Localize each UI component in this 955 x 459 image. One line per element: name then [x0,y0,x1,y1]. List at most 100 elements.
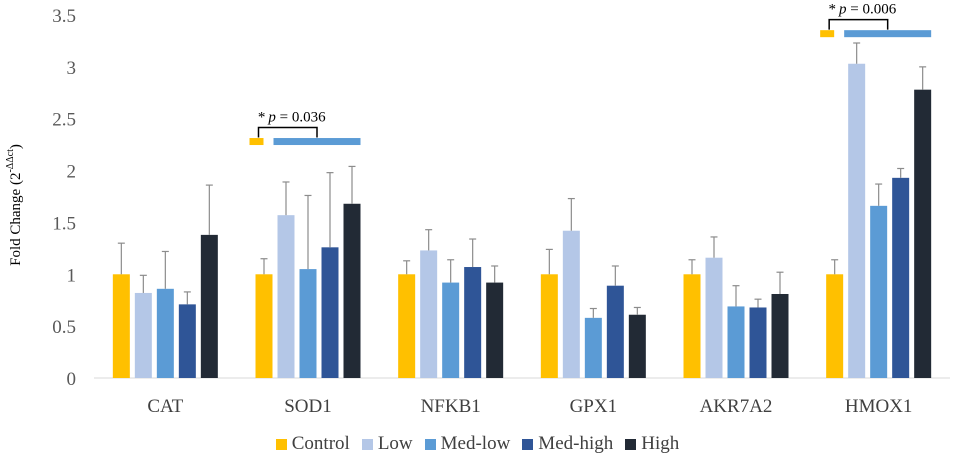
error-bar [568,199,575,231]
bar-high-nfkb1 [486,283,503,378]
error-bar [261,259,268,275]
legend-item-high: High [625,433,679,455]
bar-control-gpx1 [541,274,558,378]
error-bar [689,260,696,275]
bar-low-hmox1 [848,64,865,378]
error-bar [118,243,125,274]
y-tick-label: 2 [67,162,77,183]
bar-high-cat [201,235,218,378]
bar-med-high-akr7a2 [750,307,767,378]
error-bars [118,43,926,318]
y-tick-label: 3.5 [52,6,76,27]
y-tick-label: 1 [67,265,77,286]
bar-low-sod1 [278,215,295,378]
y-tick-label: 0.5 [52,317,76,338]
bar-med-low-gpx1 [585,318,602,378]
legend-item-med-low: Med-low [425,433,511,455]
control-group-marker [820,30,834,37]
error-bar [612,266,619,286]
bar-high-sod1 [344,204,361,378]
bar-low-cat [135,293,152,378]
legend-item-med-high: Med-high [522,433,613,455]
error-bar [469,239,476,267]
bar-med-high-nfkb1 [464,267,481,378]
bar-med-low-hmox1 [870,206,887,378]
x-tick-label: NFKB1 [421,396,481,417]
error-bar [733,286,740,307]
legend-label: High [641,433,679,455]
y-axis: 0 0.5 1 1.5 2 2.5 3 3.5 [52,6,76,390]
treatment-group-marker [274,138,361,145]
bar-high-gpx1 [629,315,646,378]
legend-label: Med-high [538,433,613,455]
bracket-line [829,20,888,30]
bar-med-high-cat [179,304,196,378]
bar-control-cat [113,274,130,378]
error-bar [206,185,213,235]
bar-high-akr7a2 [772,294,789,378]
error-bar [162,251,169,288]
significance-bracket: * p = 0.036 [250,110,361,146]
legend-swatch [625,439,636,450]
error-bar [491,266,498,283]
bar-med-low-nfkb1 [442,283,459,378]
bar-med-high-sod1 [322,247,339,378]
legend-swatch [276,439,287,450]
error-bar [140,275,147,293]
bar-low-akr7a2 [706,258,723,378]
control-group-marker [250,138,264,145]
p-value-label: * p = 0.036 [258,110,326,126]
bar-control-nfkb1 [398,274,415,378]
error-bar [897,168,904,177]
legend-item-control: Control [276,433,350,455]
bar-low-nfkb1 [420,250,437,378]
y-tick-label: 0 [67,369,77,390]
error-bar [447,260,454,283]
error-bar [305,195,312,269]
y-tick-label: 2.5 [52,110,76,131]
significance-annotations: * p = 0.036 * p = 0.006 [250,2,932,145]
x-axis: CAT SOD1 NFKB1 GPX1 AKR7A2 HMOX1 [94,378,950,417]
legend-label: Low [378,433,413,455]
treatment-group-marker [844,30,931,37]
error-bar [546,249,553,274]
error-bar [875,184,882,206]
bar-med-high-hmox1 [892,178,909,378]
error-bar [349,166,356,203]
error-bar [919,67,926,90]
error-bar [184,292,191,304]
error-bar [831,260,838,275]
x-tick-label: SOD1 [284,396,332,417]
error-bar [777,272,784,294]
bar-control-hmox1 [826,274,843,378]
y-tick-label: 3 [67,58,77,79]
legend-label: Med-low [441,433,511,455]
p-value-label: * p = 0.006 [829,2,897,18]
error-bar [755,299,762,307]
significance-bracket: * p = 0.006 [820,2,931,38]
x-tick-label: CAT [147,396,183,417]
bar-med-high-gpx1 [607,286,624,378]
y-tick-label: 1.5 [52,213,76,234]
legend-item-low: Low [362,433,413,455]
error-bar [425,230,432,251]
bars [113,64,931,378]
legend: Control Low Med-low Med-high High [0,432,955,456]
error-bar [853,43,860,64]
bar-control-sod1 [256,274,273,378]
error-bar [711,237,718,258]
bar-med-low-cat [157,289,174,378]
error-bar [283,182,290,215]
x-tick-label: HMOX1 [845,396,913,417]
legend-swatch [425,439,436,450]
bar-high-hmox1 [914,90,931,378]
legend-swatch [522,439,533,450]
error-bar [403,261,410,274]
bar-low-gpx1 [563,231,580,378]
bar-med-low-akr7a2 [728,306,745,378]
legend-swatch [362,439,373,450]
error-bar [634,307,641,314]
error-bar [590,309,597,318]
y-axis-label: Fold Change (2-ΔΔct) [5,144,24,266]
x-tick-label: AKR7A2 [700,396,773,417]
